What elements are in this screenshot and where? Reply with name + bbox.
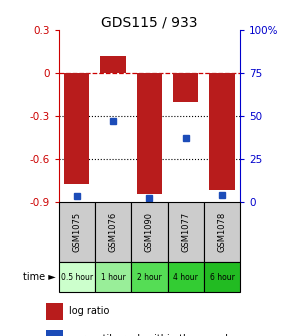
Text: time ►: time ► bbox=[23, 272, 56, 282]
Text: 2 hour: 2 hour bbox=[137, 273, 162, 282]
Bar bbox=[137, 73, 162, 195]
Text: log ratio: log ratio bbox=[69, 306, 110, 316]
Bar bbox=[46, 330, 63, 336]
FancyBboxPatch shape bbox=[95, 202, 131, 262]
FancyBboxPatch shape bbox=[59, 202, 95, 262]
Text: percentile rank within the sample: percentile rank within the sample bbox=[69, 334, 234, 336]
FancyBboxPatch shape bbox=[204, 262, 240, 292]
FancyBboxPatch shape bbox=[168, 202, 204, 262]
Bar bbox=[209, 73, 235, 190]
Text: GSM1075: GSM1075 bbox=[72, 212, 81, 252]
FancyBboxPatch shape bbox=[168, 262, 204, 292]
FancyBboxPatch shape bbox=[131, 202, 168, 262]
Text: GSM1078: GSM1078 bbox=[218, 212, 226, 252]
FancyBboxPatch shape bbox=[131, 262, 168, 292]
FancyBboxPatch shape bbox=[204, 202, 240, 262]
Text: 1 hour: 1 hour bbox=[101, 273, 125, 282]
Text: 0.5 hour: 0.5 hour bbox=[61, 273, 93, 282]
Bar bbox=[64, 73, 89, 184]
Title: GDS115 / 933: GDS115 / 933 bbox=[101, 15, 198, 29]
Text: GSM1076: GSM1076 bbox=[109, 212, 117, 252]
Text: GSM1077: GSM1077 bbox=[181, 212, 190, 252]
Text: GSM1090: GSM1090 bbox=[145, 212, 154, 252]
Text: 6 hour: 6 hour bbox=[210, 273, 234, 282]
Bar bbox=[100, 56, 126, 73]
FancyBboxPatch shape bbox=[95, 262, 131, 292]
Text: 4 hour: 4 hour bbox=[173, 273, 198, 282]
Bar bbox=[173, 73, 198, 102]
FancyBboxPatch shape bbox=[59, 262, 95, 292]
Bar bbox=[46, 302, 63, 320]
